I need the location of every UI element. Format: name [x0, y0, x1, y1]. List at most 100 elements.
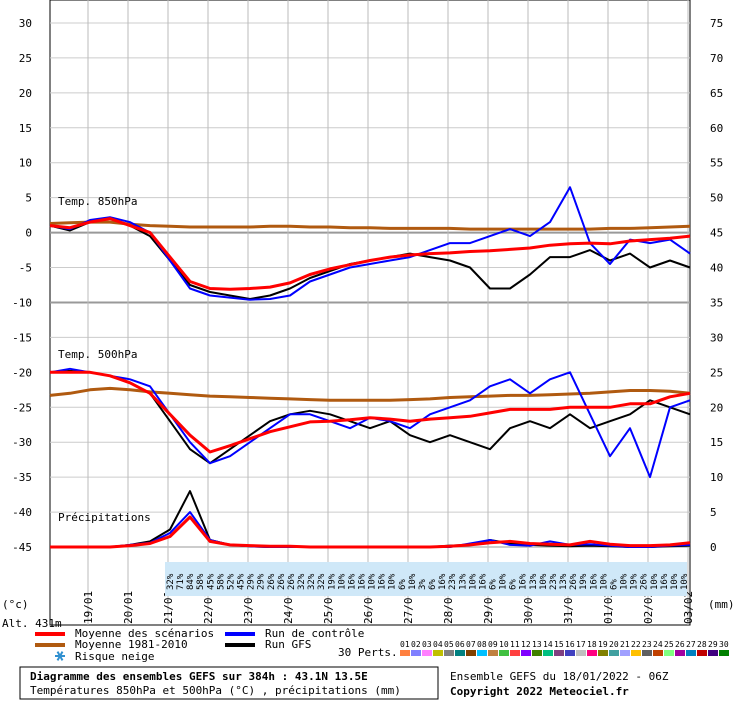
snow-risk-label: 10% [337, 573, 347, 590]
snow-risk-label: 10% [620, 573, 630, 590]
y2-tick-label: 30 [710, 331, 723, 344]
x-tick-label: 25/01 [322, 591, 335, 624]
series-line [49, 220, 691, 231]
run-info: Ensemble GEFS du 18/01/2022 - 06Z [450, 670, 669, 683]
y-tick-label: 5 [25, 192, 32, 205]
perturbation-swatch [466, 650, 476, 656]
y-tick-label: 20 [19, 87, 32, 100]
x-tick-label: 23/01 [242, 591, 255, 624]
perturbation-name: 27 [686, 640, 696, 649]
perturbation-name: 26 [675, 640, 685, 649]
perturbation-name: 08 [477, 640, 487, 649]
perturbation-swatch [642, 650, 652, 656]
x-tick-label: 27/01 [402, 591, 415, 624]
y2-tick-label: 75 [710, 17, 723, 30]
copyright: Copyright 2022 Meteociel.fr [450, 685, 629, 698]
perturbation-name: 11 [510, 640, 520, 649]
perturbation-name: 18 [587, 640, 597, 649]
perturbation-swatch [587, 650, 597, 656]
snow-risk-label: 6% [509, 579, 519, 590]
x-tick-label: 02/02 [642, 591, 655, 624]
perturbation-swatch [697, 650, 707, 656]
perturbation-swatch [411, 650, 421, 656]
snow-risk-label: 6% [489, 579, 499, 590]
perturbation-swatch [675, 650, 685, 656]
snow-risk-label: 16% [378, 573, 388, 590]
snow-risk-label: 10% [539, 573, 549, 590]
legend-label: Run GFS [265, 638, 311, 651]
perturbation-name: 03 [422, 640, 432, 649]
snow-risk-label: 32% [297, 573, 307, 590]
y-tick-label: 10 [19, 157, 32, 170]
y-tick-label: 25 [19, 52, 32, 65]
y2-tick-label: 20 [710, 401, 723, 414]
y-tick-label: -35 [12, 471, 32, 484]
series-line [49, 369, 691, 465]
y2-tick-label: 35 [710, 296, 723, 309]
snow-risk-label: 10% [408, 573, 418, 590]
y2-tick-label: 50 [710, 192, 723, 205]
snow-icon-stroke [56, 651, 64, 661]
perturbation-name: 17 [576, 640, 586, 649]
series-line [50, 370, 691, 454]
perturbation-swatch [499, 650, 509, 656]
y-tick-label: -15 [12, 331, 32, 344]
y2-tick-label: 60 [710, 122, 723, 135]
snow-risk-label: 32% [166, 573, 176, 590]
x-tick-label: 19/01 [82, 591, 95, 624]
x-tick-label: 24/01 [282, 591, 295, 624]
perturbation-name: 02 [411, 640, 421, 649]
snow-risk-label: 6% [398, 579, 408, 590]
perturbation-name: 19 [598, 640, 608, 649]
info-box [19, 666, 439, 700]
perturbation-name: 07 [466, 640, 476, 649]
snow-risk-label: 10% [388, 573, 398, 590]
snow-risk-label: 26% [267, 573, 277, 590]
snow-risk-label: 26% [640, 573, 650, 590]
perturbation-swatch [609, 650, 619, 656]
perturbation-swatch [653, 650, 663, 656]
y2-tick-label: 5 [710, 506, 717, 519]
snow-risk-label: 16% [478, 573, 488, 590]
snow-risk-label: 58% [196, 573, 206, 590]
y-tick-label: -30 [12, 436, 32, 449]
y2-tick-label: 65 [710, 87, 723, 100]
snow-risk-label: 26% [569, 573, 579, 590]
perturbation-swatch [719, 650, 729, 656]
snow-risk-label: 16% [519, 573, 529, 590]
snow-risk-label: 19% [630, 573, 640, 590]
perturbation-name: 05 [444, 640, 454, 649]
x-tick-label: 01/02 [602, 591, 615, 624]
snow-risk-label: 32% [317, 573, 327, 590]
snow-risk-label: 58% [216, 573, 226, 590]
x-tick-label: 29/01 [482, 591, 495, 624]
perturbation-name: 25 [664, 640, 674, 649]
snow-risk-label: 29% [247, 573, 257, 590]
perturbation-swatch [444, 650, 454, 656]
perturbation-swatch [488, 650, 498, 656]
y2-tick-label: 25 [710, 366, 723, 379]
y-tick-label: -45 [12, 541, 32, 554]
title: Diagramme des ensembles GEFS sur 384h : … [30, 670, 368, 683]
x-tick-label: 28/01 [442, 591, 455, 624]
plot-frame [49, 0, 691, 626]
perturbation-name: 06 [455, 640, 465, 649]
perturbation-name: 15 [554, 640, 564, 649]
perturbation-name: 23 [642, 640, 652, 649]
perturbation-swatch [620, 650, 630, 656]
perturbation-swatch [708, 650, 718, 656]
perturbation-name: 12 [521, 640, 531, 649]
y-tick-label: 15 [19, 122, 32, 135]
perturbation-name: 16 [565, 640, 575, 649]
perturbation-swatch [543, 650, 553, 656]
snow-risk-label: 10% [670, 573, 680, 590]
perturbation-name: 09 [488, 640, 498, 649]
snow-risk-label: 16% [357, 573, 367, 590]
snow-risk-label: 23% [448, 573, 458, 590]
snow-risk-label: 84% [186, 573, 196, 590]
legend-label: Run de contrôle [265, 627, 364, 640]
y-tick-label: -40 [12, 506, 32, 519]
snow-strip [165, 562, 687, 596]
snow-risk-label: 10% [680, 573, 690, 590]
snow-risk-label: 10% [499, 573, 509, 590]
